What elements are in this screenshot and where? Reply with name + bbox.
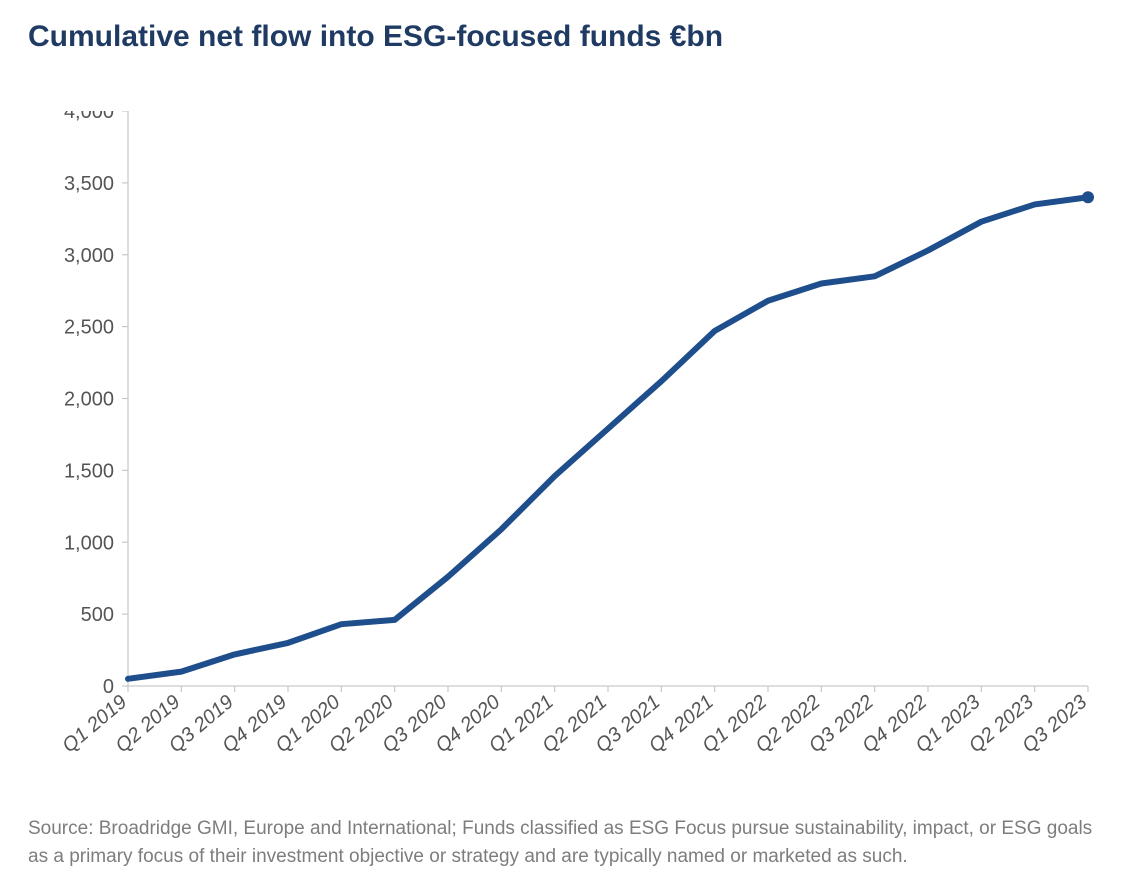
y-tick-label: 3,500: [64, 173, 114, 195]
line-chart-svg: 05001,0001,5002,0002,5003,0003,5004,000Q…: [28, 111, 1110, 791]
chart-container: Cumulative net flow into ESG-focused fun…: [0, 0, 1138, 876]
series-line: [128, 197, 1088, 679]
y-tick-label: 2,000: [64, 389, 114, 411]
chart-title: Cumulative net flow into ESG-focused fun…: [28, 20, 1110, 53]
y-tick-label: 3,000: [64, 245, 114, 267]
y-tick-label: 500: [81, 604, 114, 626]
chart-plot-area: 05001,0001,5002,0002,5003,0003,5004,000Q…: [28, 111, 1110, 791]
y-tick-label: 2,500: [64, 317, 114, 339]
y-tick-label: 4,000: [64, 111, 114, 123]
chart-footnote: Source: Broadridge GMI, Europe and Inter…: [28, 815, 1110, 870]
series-end-marker: [1082, 191, 1094, 203]
y-tick-label: 1,000: [64, 532, 114, 554]
y-tick-label: 1,500: [64, 460, 114, 482]
